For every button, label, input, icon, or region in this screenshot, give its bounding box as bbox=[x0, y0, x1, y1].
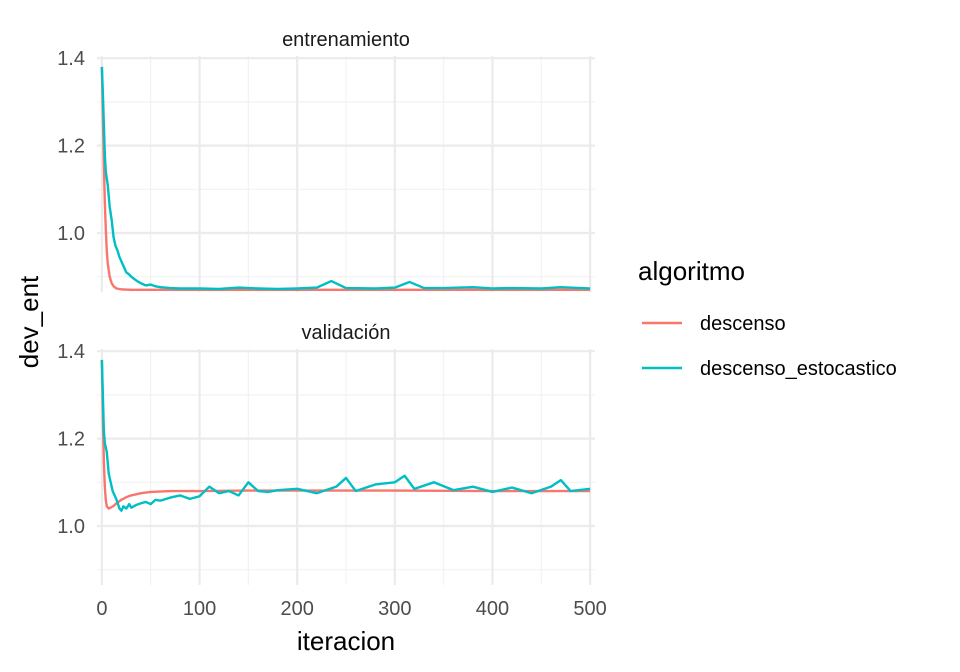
panel-1: entrenamiento 1.0 1.2 1.4 bbox=[57, 29, 595, 292]
legend-item-descenso: descenso bbox=[642, 313, 786, 335]
panel-title: entrenamiento bbox=[282, 29, 410, 51]
y-tick-label: 1.2 bbox=[57, 136, 85, 158]
legend-entries: descenso descenso_estocastico bbox=[642, 313, 897, 380]
legend: algoritmo descenso descenso_estocastico bbox=[638, 256, 897, 380]
y-tick-label: 1.4 bbox=[57, 341, 85, 363]
y-tick-label: 1.0 bbox=[57, 223, 85, 245]
x-tick-label: 500 bbox=[573, 598, 606, 620]
y-axis-title: dev_ent bbox=[14, 275, 44, 368]
x-tick-label: 300 bbox=[378, 598, 411, 620]
y-tick-label: 1.0 bbox=[57, 516, 85, 538]
panels-layer: entrenamiento 1.0 1.2 1.4 validación 1.0 1.2 1.… bbox=[57, 29, 607, 620]
legend-title: algoritmo bbox=[638, 256, 745, 286]
series-line-descenso-estocastico bbox=[100, 66, 591, 291]
panel-title: validación bbox=[302, 322, 391, 344]
panel-2: validación 1.0 1.2 1.4 0 100 200 300 400 500 bbox=[57, 322, 607, 620]
legend-label: descenso_estocastico bbox=[700, 358, 897, 380]
x-tick-label: 100 bbox=[183, 598, 216, 620]
series-line-descenso-estocastico bbox=[100, 359, 591, 512]
y-tick-label: 1.2 bbox=[57, 429, 85, 451]
x-axis-title: iteracion bbox=[297, 626, 395, 656]
series-line-descenso bbox=[100, 66, 591, 292]
x-tick-label: 400 bbox=[476, 598, 509, 620]
y-tick-label: 1.4 bbox=[57, 48, 85, 70]
x-tick-label: 200 bbox=[280, 598, 313, 620]
x-tick-label: 0 bbox=[96, 598, 107, 620]
legend-label: descenso bbox=[700, 313, 786, 335]
legend-item-descenso-estocastico: descenso_estocastico bbox=[642, 358, 897, 380]
